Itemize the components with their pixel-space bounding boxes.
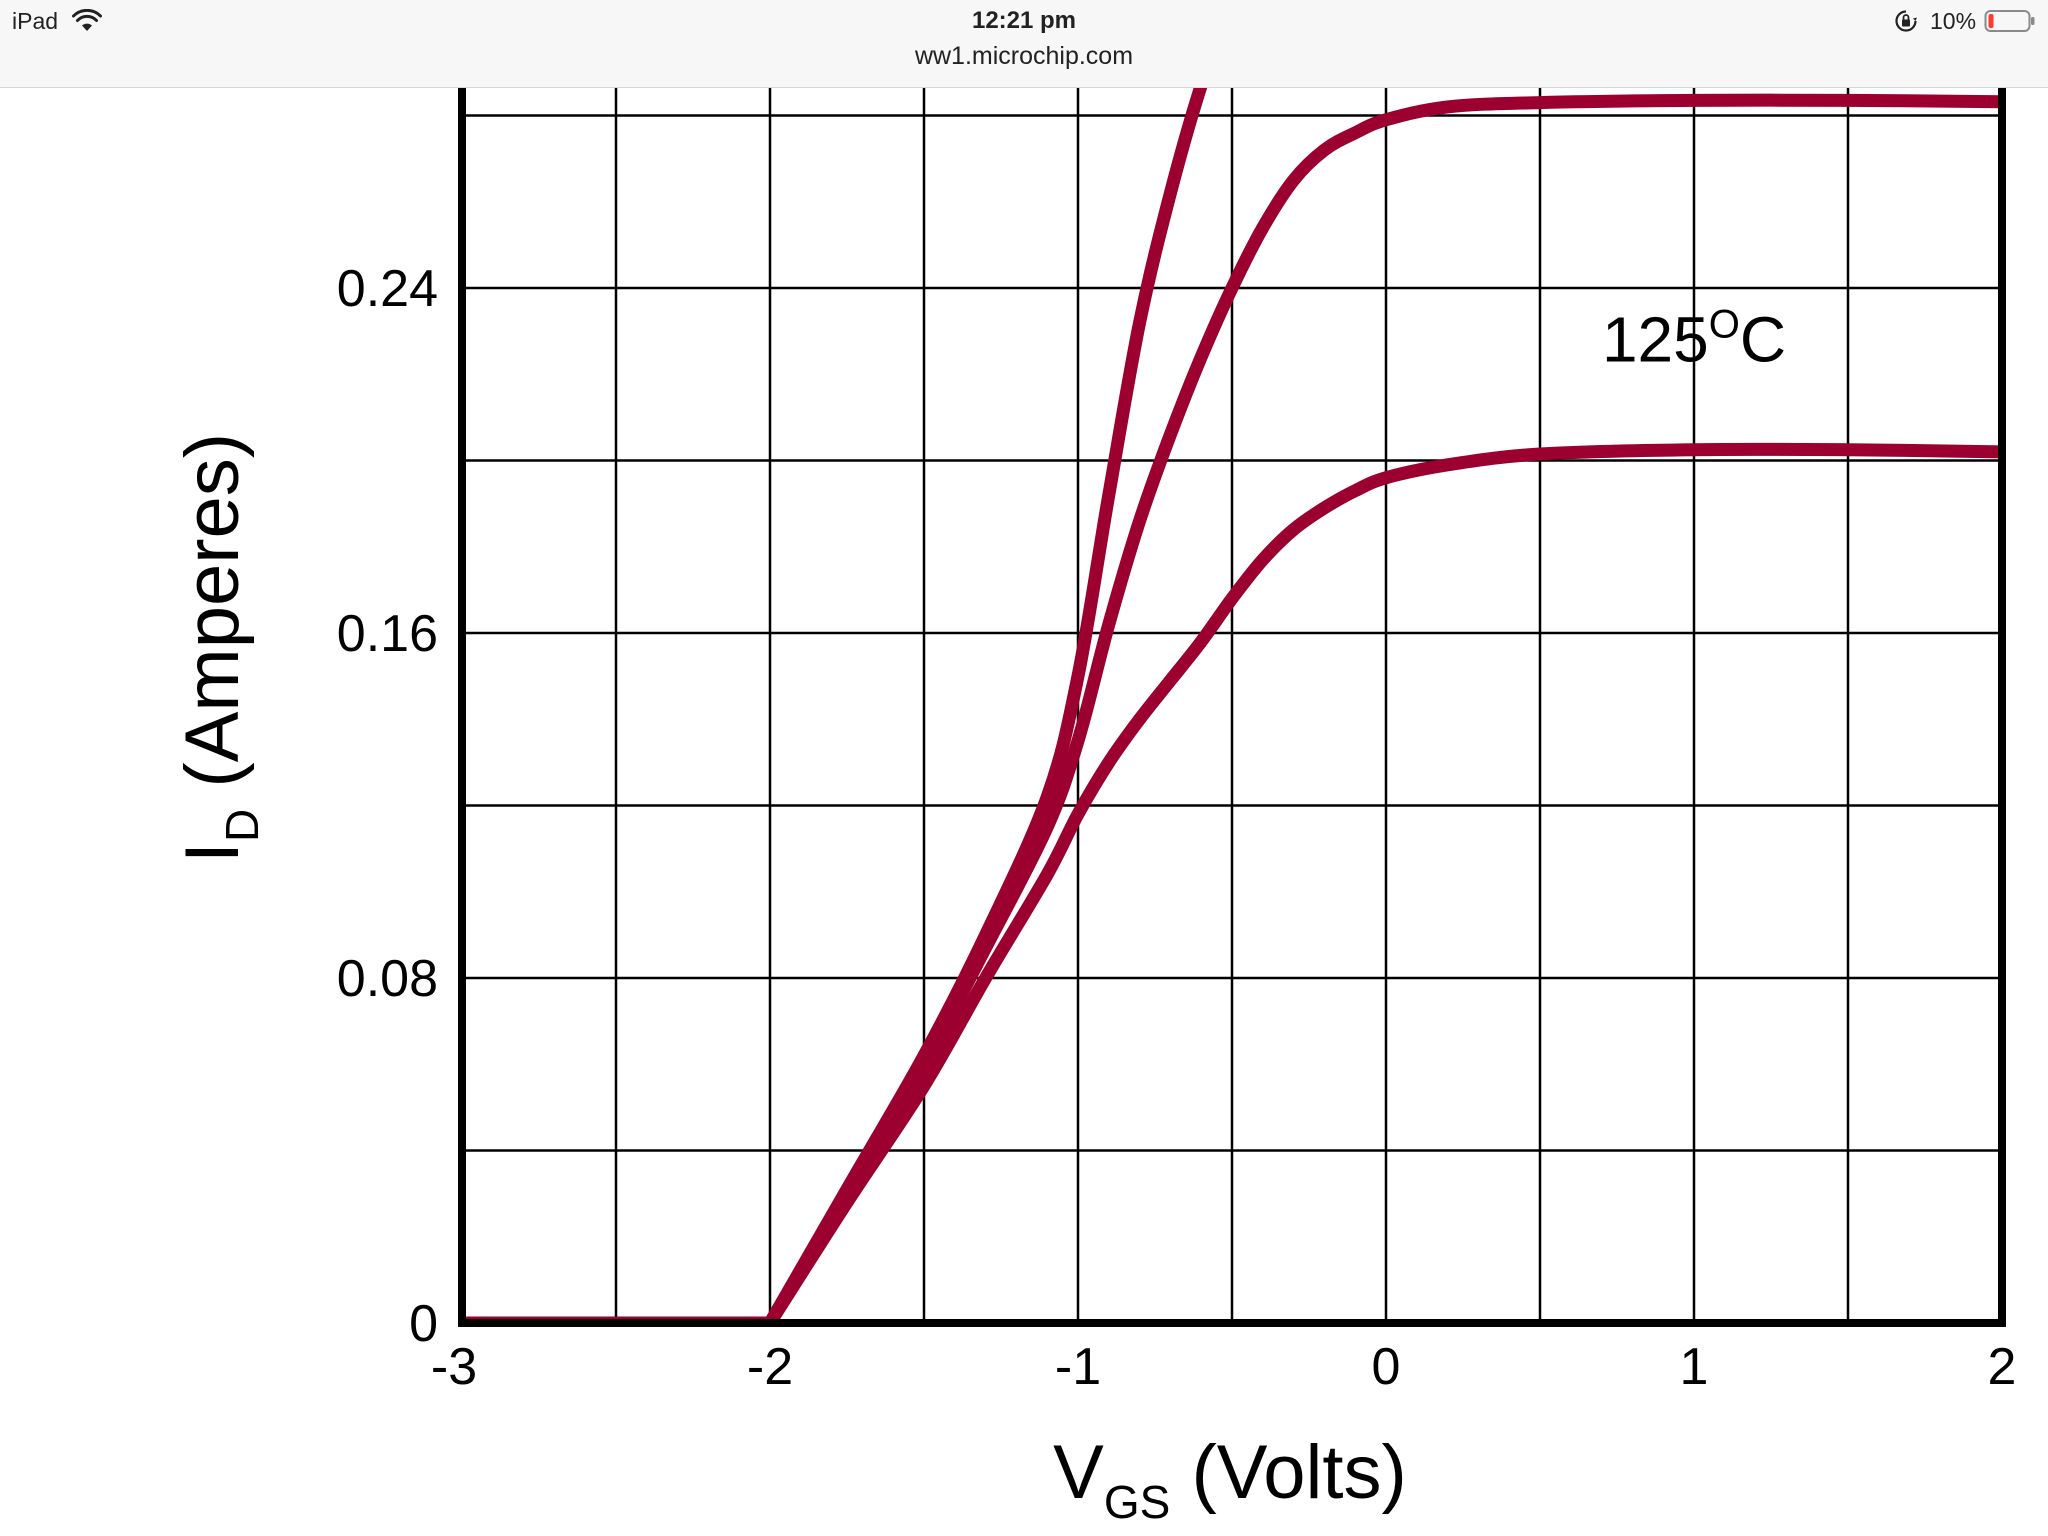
y-tick-label: 0.24 (337, 260, 438, 318)
x-tick-label: -1 (1055, 1338, 1101, 1396)
status-bar: iPad 12:21 pm ww1.microchip.com 10% (0, 0, 2048, 88)
axes (458, 88, 2006, 1327)
wifi-icon (72, 9, 102, 31)
series-line-3 (462, 442, 2002, 1323)
x-tick-label: -3 (431, 1338, 477, 1396)
battery-percentage: 10% (1930, 8, 1977, 34)
x-tick-label: -2 (747, 1338, 793, 1396)
device-name: iPad (12, 8, 59, 34)
x-tick-labels: -3 -2 -1 0 1 2 (431, 1338, 2017, 1396)
clock: 12:21 pm (971, 7, 1077, 34)
battery-icon (1984, 10, 2035, 32)
orientation-lock-icon (1895, 10, 1917, 32)
temperature-annotation: 125OC (1602, 302, 1786, 375)
y-tick-label: 0 (409, 1295, 438, 1353)
x-tick-label: 2 (1988, 1338, 2017, 1396)
y-tick-labels: 00.080.160.240.32 (337, 260, 438, 1353)
x-axis-title: VGS (Volts) (1053, 1430, 1407, 1528)
series-line-2 (462, 93, 2002, 1323)
x-tick-label: 0 (1372, 1338, 1401, 1396)
curve-annotations: 25OC125OC (1602, 302, 1786, 375)
y-tick-label: 0.08 (337, 950, 438, 1008)
y-axis-title: ID (Amperes) (170, 433, 268, 863)
series-lines (462, 88, 2002, 1323)
page-url[interactable]: ww1.microchip.com (914, 42, 1134, 70)
y-tick-label: 0.16 (337, 605, 438, 663)
x-tick-label: 1 (1680, 1338, 1709, 1396)
